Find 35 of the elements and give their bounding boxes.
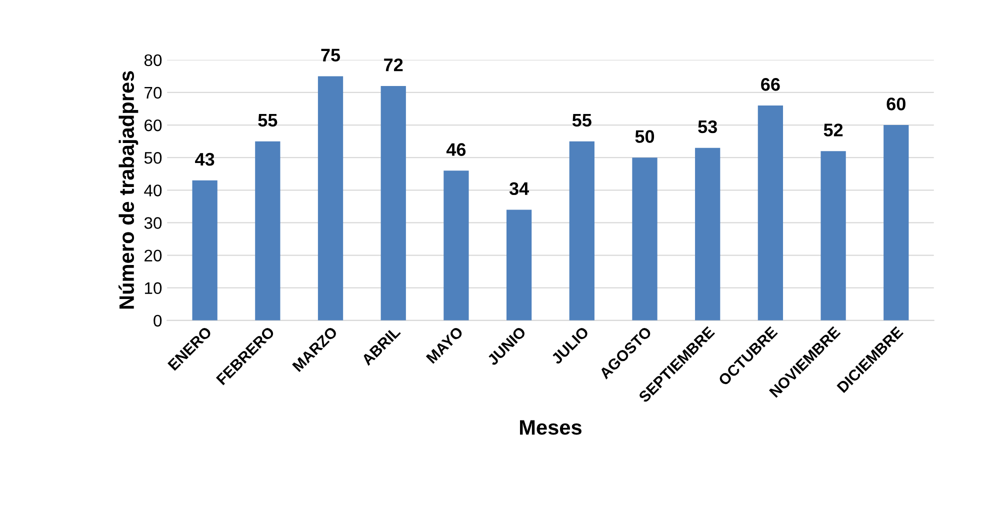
x-axis-title: Meses <box>520 420 582 435</box>
y-tick-label: 10 <box>144 282 162 294</box>
bar <box>695 148 720 320</box>
y-tick-label: 70 <box>144 86 162 99</box>
bar <box>255 141 280 320</box>
bar <box>380 86 406 320</box>
bar <box>318 76 344 320</box>
y-tick-label: 60 <box>144 119 162 132</box>
bar <box>884 125 909 320</box>
bar <box>758 106 784 320</box>
y-tick-label: 80 <box>144 54 162 66</box>
data-label: 43 <box>195 152 214 166</box>
data-label: 55 <box>258 114 278 127</box>
y-tick-label: 0 <box>154 314 162 327</box>
data-label: 52 <box>824 124 843 136</box>
data-label: 66 <box>761 78 780 91</box>
bar <box>820 151 846 320</box>
bar <box>632 158 658 320</box>
bar <box>506 210 532 320</box>
data-label: 72 <box>384 58 403 72</box>
bar <box>192 180 218 320</box>
data-label: 34 <box>509 182 529 196</box>
data-label: 75 <box>321 48 340 62</box>
y-tick-label: 50 <box>144 152 162 164</box>
y-axis-title: Número de trabajadpres <box>118 71 138 309</box>
data-label: 53 <box>698 120 717 134</box>
bar <box>444 170 469 320</box>
data-label: 50 <box>635 130 654 143</box>
y-tick-label: 30 <box>144 217 162 229</box>
data-label: 46 <box>446 143 466 156</box>
bar <box>569 141 594 320</box>
y-tick-label: 40 <box>144 184 162 196</box>
data-label: 55 <box>572 114 592 127</box>
data-label: 60 <box>886 98 906 110</box>
y-tick-label: 20 <box>144 250 162 262</box>
